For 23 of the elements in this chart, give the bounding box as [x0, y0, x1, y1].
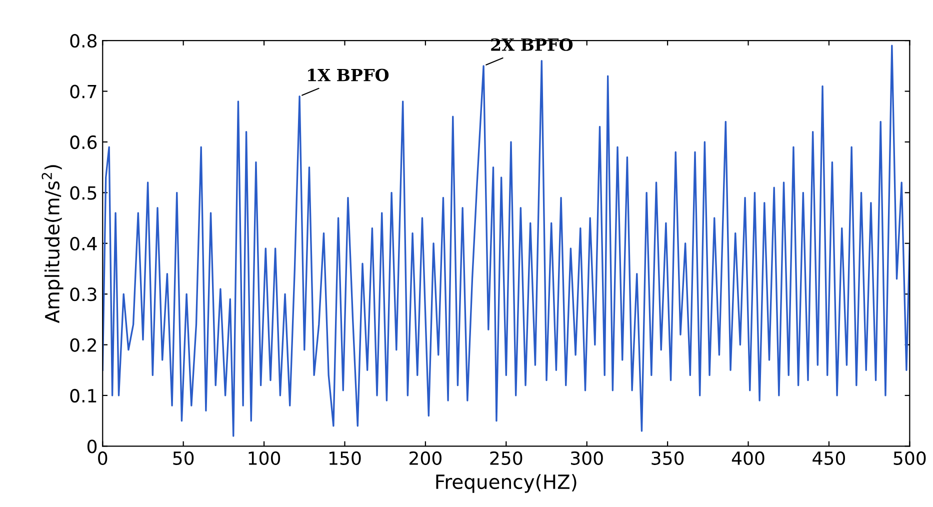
x-tick-label: 150: [329, 451, 361, 465]
y-tick-label: 0.4: [70, 236, 97, 250]
x-tick-label: 100: [248, 451, 280, 465]
x-tick-label: 350: [652, 451, 684, 465]
x-tick-label: 200: [410, 451, 442, 465]
y-tick-label: 0.8: [70, 34, 97, 48]
x-tick-label: 500: [894, 451, 926, 465]
x-tick-label: 250: [490, 451, 522, 465]
y-axis-title: Amplitude(m/s$^{2}$): [42, 165, 64, 324]
y-tick-label: 0.2: [70, 338, 96, 352]
y-tick-label: 0.1: [70, 388, 96, 403]
x-tick-label: 0: [98, 451, 108, 465]
x-tick-label: 50: [173, 451, 194, 465]
x-tick-label: 450: [812, 451, 846, 465]
y-tick-label: 0.6: [70, 135, 97, 150]
x-axis-title: Frequency(HZ): [436, 474, 576, 493]
x-tick-label: 300: [571, 451, 603, 465]
y-tick-label: 0: [87, 440, 97, 454]
y-tick-label: 0.7: [70, 84, 96, 98]
y-tick-label: 0.5: [70, 186, 96, 200]
y-tick-label: 0.3: [70, 288, 96, 302]
annotation: 1X BPFO: [308, 68, 389, 82]
x-tick-label: 400: [732, 451, 764, 465]
